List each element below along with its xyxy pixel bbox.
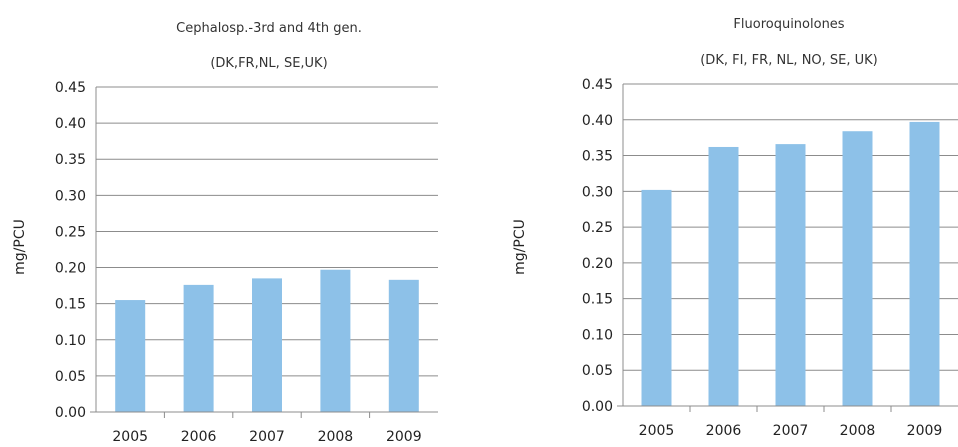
y-tick-label: 0.20 bbox=[582, 256, 613, 272]
y-tick-label: 0.25 bbox=[582, 220, 613, 236]
y-tick-label: 0.10 bbox=[582, 327, 613, 343]
x-tick-label: 2009 bbox=[386, 429, 422, 445]
x-tick-label: 2005 bbox=[112, 429, 148, 445]
bar-2007 bbox=[252, 278, 282, 412]
bar-2007 bbox=[775, 144, 806, 406]
y-tick-label: 0.10 bbox=[55, 333, 86, 349]
x-tick-label: 2006 bbox=[706, 423, 742, 439]
y-tick-label: 0.35 bbox=[582, 149, 613, 165]
y-tick-label: 0.15 bbox=[582, 292, 613, 308]
bar-2005 bbox=[115, 300, 146, 412]
y-tick-label: 0.00 bbox=[582, 399, 613, 415]
y-tick-label: 0.30 bbox=[55, 188, 86, 204]
fluoroquinolones-chart: Fluoroquinolones (DK, FI, FR, NL, NO, SE… bbox=[512, 17, 958, 439]
y-tick-label: 0.30 bbox=[582, 184, 613, 200]
y-tick-label: 0.15 bbox=[55, 297, 86, 313]
cephalosporins-chart: Cephalosp.-3rd and 4th gen. (DK,FR,NL, S… bbox=[12, 21, 438, 445]
y-axis-label: mg/PCU bbox=[12, 219, 28, 275]
bar-2009 bbox=[388, 279, 419, 412]
y-tick-label: 0.05 bbox=[55, 369, 86, 385]
bar-2006 bbox=[708, 146, 739, 407]
x-tick-label: 2007 bbox=[773, 423, 809, 439]
y-tick-label: 0.40 bbox=[582, 113, 613, 129]
bar-2006 bbox=[183, 284, 214, 412]
bar-2008 bbox=[320, 269, 351, 412]
chart-title: Fluoroquinolones bbox=[733, 17, 844, 32]
chart-title: Cephalosp.-3rd and 4th gen. bbox=[176, 21, 362, 36]
y-tick-label: 0.05 bbox=[582, 363, 613, 379]
y-tick-label: 0.00 bbox=[55, 405, 86, 421]
y-tick-label: 0.45 bbox=[55, 80, 86, 96]
bar-2005 bbox=[641, 189, 672, 406]
bar-2009 bbox=[909, 121, 940, 407]
x-tick-label: 2008 bbox=[840, 423, 876, 439]
bar-2008 bbox=[842, 131, 873, 406]
y-tick-label: 0.45 bbox=[582, 77, 613, 93]
y-tick-label: 0.35 bbox=[55, 152, 86, 168]
chart-subtitle: (DK,FR,NL, SE,UK) bbox=[210, 56, 327, 71]
x-tick-label: 2005 bbox=[639, 423, 675, 439]
chart-subtitle: (DK, FI, FR, NL, NO, SE, UK) bbox=[700, 53, 878, 68]
y-tick-label: 0.20 bbox=[55, 261, 86, 277]
y-axis-label: mg/PCU bbox=[512, 219, 528, 275]
y-tick-label: 0.25 bbox=[55, 224, 86, 240]
x-tick-label: 2006 bbox=[181, 429, 217, 445]
x-tick-label: 2009 bbox=[907, 423, 943, 439]
x-tick-label: 2007 bbox=[249, 429, 285, 445]
y-tick-label: 0.40 bbox=[55, 116, 86, 132]
x-tick-label: 2008 bbox=[318, 429, 354, 445]
